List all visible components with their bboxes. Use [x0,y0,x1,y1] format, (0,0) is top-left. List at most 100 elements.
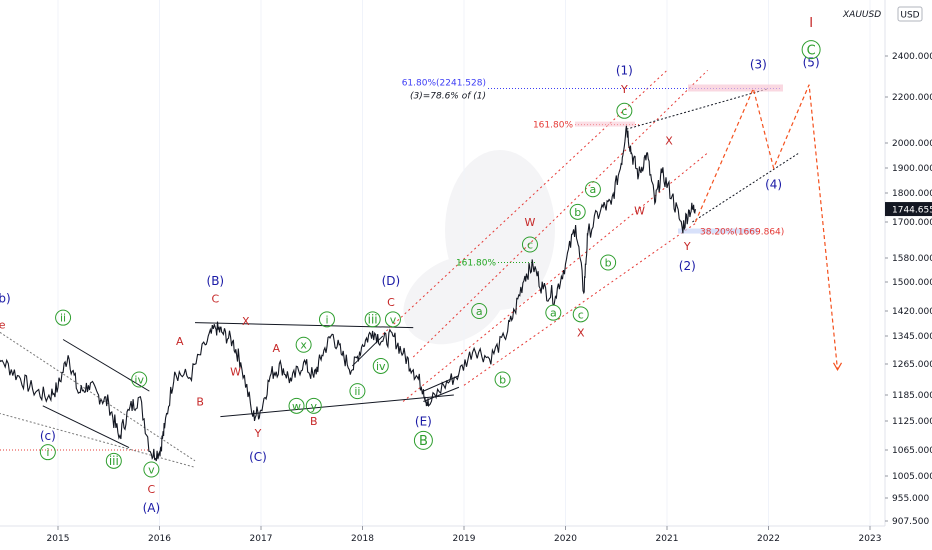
wave-label: (E) [415,414,432,428]
fib-label-161-8-green: 161.80% [456,259,496,269]
wave-label: B [310,415,318,428]
price-series [0,125,696,462]
wave-label: (A) [143,501,161,515]
forecast-path [694,84,843,372]
fib-label-161-8-red: 161.80% [533,121,573,131]
wave-label-circle [471,303,488,319]
wave-label-circle [494,371,511,388]
wave-label-circle [305,397,322,414]
wave-label: W [230,366,241,379]
wave-label: (B) [207,274,225,288]
wave-label-circle [39,444,56,461]
sub-wedge [351,335,384,367]
wave-label: W [634,204,645,217]
y-tick-label: 2000.000 [892,139,932,149]
x-tick-label: 2015 [47,534,70,544]
symbol-label: XAUUSD [842,10,881,20]
wave-label: (C) [249,450,267,464]
fib-levels: 61.80%(2241.528) (3)=78.6% of (1) 161.80% 1… [0,78,784,451]
wave-label: a [590,183,597,196]
wave-label: C [387,296,395,309]
wave-label: X [665,135,673,148]
wave-label: A [176,335,184,348]
wave-label: (b) [0,292,11,306]
wave-label: C [807,43,816,58]
sub-channel [423,375,460,392]
wave-label: c [578,308,584,321]
y-tick-label: 1800.000 [892,189,932,199]
wave-label-circle [349,383,366,400]
channel-red-mid [402,152,708,402]
x-tick-label: 2017 [250,534,273,544]
wave-label: (D) [382,274,401,288]
wave-label-circle [600,254,617,271]
triangle-lower [220,394,454,418]
wave-label: Y [620,83,628,96]
wave-label: b [499,373,506,386]
watermark-petal [403,255,507,345]
wave-label: c [527,238,533,251]
last-price-tag [885,202,932,217]
wave-label: X [242,315,250,328]
y-tick-label: 2400.000 [892,52,932,62]
y-tick-label: 1345.000 [892,332,932,342]
wave-label-circle [413,430,433,450]
trendlines [0,69,800,468]
currency-label[interactable]: USD [900,11,919,21]
wave-label: iv [376,360,386,373]
wave-label-circle [288,397,305,414]
y-tick-label: 1900.000 [892,164,932,174]
forecast-arrow-head [832,362,843,372]
wave-label: (5) [803,55,820,69]
y-tick-label: 1420.000 [892,307,932,317]
wave-label-circle [545,304,562,321]
x-tick-label: 2019 [453,534,476,544]
channel-lower [0,412,196,468]
y-tick-label: 1185.000 [892,391,932,401]
y-tick-label: 1580.000 [892,254,932,264]
x-tick-label: 2021 [656,534,679,544]
y-tick-label: 1065.000 [892,446,932,456]
fib-label-38-2: 38.20%(1669.864) [700,228,784,238]
triangle-upper [195,322,414,329]
wave-label: (2) [679,259,696,273]
y-tick-label: 1500.000 [892,278,932,288]
wave-label: i [325,313,328,326]
wave-label: e [0,318,6,331]
wave-label-circle [295,336,312,353]
grid [57,0,871,526]
wave-label: Y [254,427,262,440]
wave-label: B [419,434,428,449]
price-line [0,125,696,462]
wave-label: (4) [765,178,782,192]
wave-label-circle [143,461,160,478]
wave-label: (3) [750,58,767,72]
wave-label: A [272,342,280,355]
wave-label: C [211,292,219,305]
x-axis[interactable]: 2015 2016 2017 2018 2019 2020 2021 2022 2023 [0,525,885,544]
wave-label-circle [569,203,586,220]
fib-zone [575,121,635,127]
currency-button[interactable]: USD [897,6,923,22]
y-axis[interactable]: 2400.000 2200.000 2000.000 1900.000 1800.000… [884,0,932,550]
wave-label: b [574,206,581,219]
fib-zone [688,84,783,92]
forecast-line [694,84,839,370]
wave-label: iv [134,373,144,386]
x-tick-label: 2020 [554,534,577,544]
wave-label: Y [683,240,691,253]
wave-label: x [300,339,307,352]
wave-label-circle [384,311,401,328]
y-tick-label: 1700.000 [892,218,932,228]
wave-label-circle [372,357,389,374]
y-tick-label: 1265.000 [892,360,932,370]
wave-label-circle [131,371,148,388]
trend-black-lower [692,152,800,223]
wave-label: ii [354,385,360,398]
wave-label: W [525,216,536,229]
wave-label: v [148,463,155,476]
y-tick-label: 955.000 [892,494,929,504]
wave-label: ii [60,312,66,325]
wave-label: (1) [616,64,633,78]
